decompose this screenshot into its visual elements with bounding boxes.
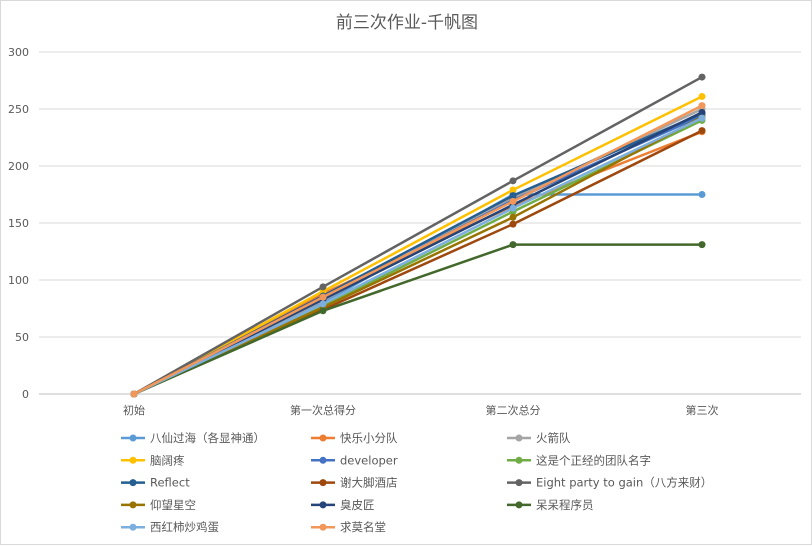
series-13 [130, 114, 706, 398]
data-point [319, 300, 327, 308]
series-line [133, 104, 703, 396]
legend-item: Reflect [121, 476, 190, 490]
y-tick-label: 200 [8, 160, 29, 173]
legend-marker [129, 501, 137, 509]
legend-label: developer [340, 453, 398, 467]
series-1 [130, 191, 706, 398]
legend-item: 脑阔疼 [121, 453, 185, 467]
gridlines [39, 51, 801, 395]
legend-marker [129, 456, 137, 464]
legend-marker [129, 434, 137, 442]
data-point [509, 197, 517, 205]
data-point [319, 283, 327, 291]
y-tick-label: 150 [8, 217, 29, 230]
legend-marker [515, 501, 523, 509]
legend-item: 快乐小分队 [311, 431, 398, 445]
series-14 [130, 102, 706, 398]
legend-marker [319, 479, 327, 487]
data-point [698, 73, 706, 81]
data-point [698, 92, 706, 100]
legend-marker [319, 523, 327, 531]
x-axis: 初始 第一次总得分 第二次总分 第三次 [123, 403, 719, 417]
y-tick-label: 250 [8, 103, 29, 116]
legend-label: 脑阔疼 [150, 453, 185, 467]
legend-label: 八仙过海（各显神通） [150, 431, 265, 445]
legend-label: 西红柿炒鸡蛋 [150, 520, 219, 534]
legend-label: 仰望星空 [150, 498, 196, 512]
x-tick-label: 初始 [123, 403, 145, 417]
legend-item: 呆呆程序员 [507, 498, 594, 512]
legend-item: 谢大脚酒店 [311, 476, 398, 490]
chart-title: 前三次作业-千帆图 [336, 13, 478, 33]
legend-marker [319, 456, 327, 464]
data-point [698, 108, 706, 116]
legend-item: developer [311, 453, 398, 467]
legend-item: 西红柿炒鸡蛋 [121, 520, 219, 534]
data-point [698, 102, 706, 110]
data-point [509, 220, 517, 228]
series-lines [130, 73, 706, 398]
series-12 [130, 241, 706, 398]
data-point [698, 114, 706, 122]
legend-marker [319, 501, 327, 509]
series-line [133, 111, 703, 396]
data-point [319, 293, 327, 301]
y-tick-label: 50 [15, 331, 29, 344]
y-tick-label: 100 [8, 274, 29, 287]
legend-marker [515, 434, 523, 442]
series-line [133, 75, 703, 396]
series-line [133, 243, 702, 396]
legend-marker [515, 479, 523, 487]
legend-label: Reflect [150, 476, 190, 490]
series-line [133, 193, 702, 396]
legend-label: 快乐小分队 [340, 431, 398, 445]
legend-label: 呆呆程序员 [536, 498, 594, 512]
data-point [509, 192, 517, 200]
series-line [133, 116, 703, 396]
data-point [698, 241, 706, 249]
legend-label: 火箭队 [536, 431, 571, 445]
legend-marker [129, 523, 137, 531]
y-axis: 0 50 100 150 200 250 300 [8, 46, 29, 401]
legend-label: 臭皮匠 [340, 498, 375, 512]
legend-label: Eight party to gain（八方来财） [536, 476, 712, 490]
legend-marker [515, 456, 523, 464]
y-tick-label: 300 [8, 46, 29, 59]
x-tick-label: 第二次总分 [486, 403, 541, 417]
legend-marker [319, 434, 327, 442]
y-tick-label: 0 [22, 388, 29, 401]
legend-label: 谢大脚酒店 [340, 476, 398, 490]
x-tick-label: 第三次 [686, 403, 719, 417]
data-point [509, 241, 517, 249]
series-line [133, 95, 703, 396]
data-point [509, 177, 517, 185]
data-point [130, 390, 138, 398]
data-point [319, 307, 327, 315]
x-tick-label: 第一次总得分 [290, 403, 356, 417]
legend-item: 臭皮匠 [311, 498, 375, 512]
legend-item: 求莫名堂 [311, 520, 386, 534]
legend-item: Eight party to gain（八方来财） [507, 476, 712, 490]
legend-marker [129, 479, 137, 487]
data-point [698, 127, 706, 135]
legend-label: 这是个正经的团队名字 [536, 453, 651, 467]
data-point [509, 204, 517, 212]
legend-item: 这是个正经的团队名字 [507, 453, 651, 467]
data-point [509, 186, 517, 194]
data-point [509, 213, 517, 221]
legend-item: 八仙过海（各显神通） [121, 431, 265, 445]
data-point [698, 191, 706, 198]
legend-label: 求莫名堂 [340, 520, 386, 534]
legend-item: 仰望星空 [121, 498, 196, 512]
series-line [133, 115, 703, 396]
legend-item: 火箭队 [507, 431, 571, 445]
